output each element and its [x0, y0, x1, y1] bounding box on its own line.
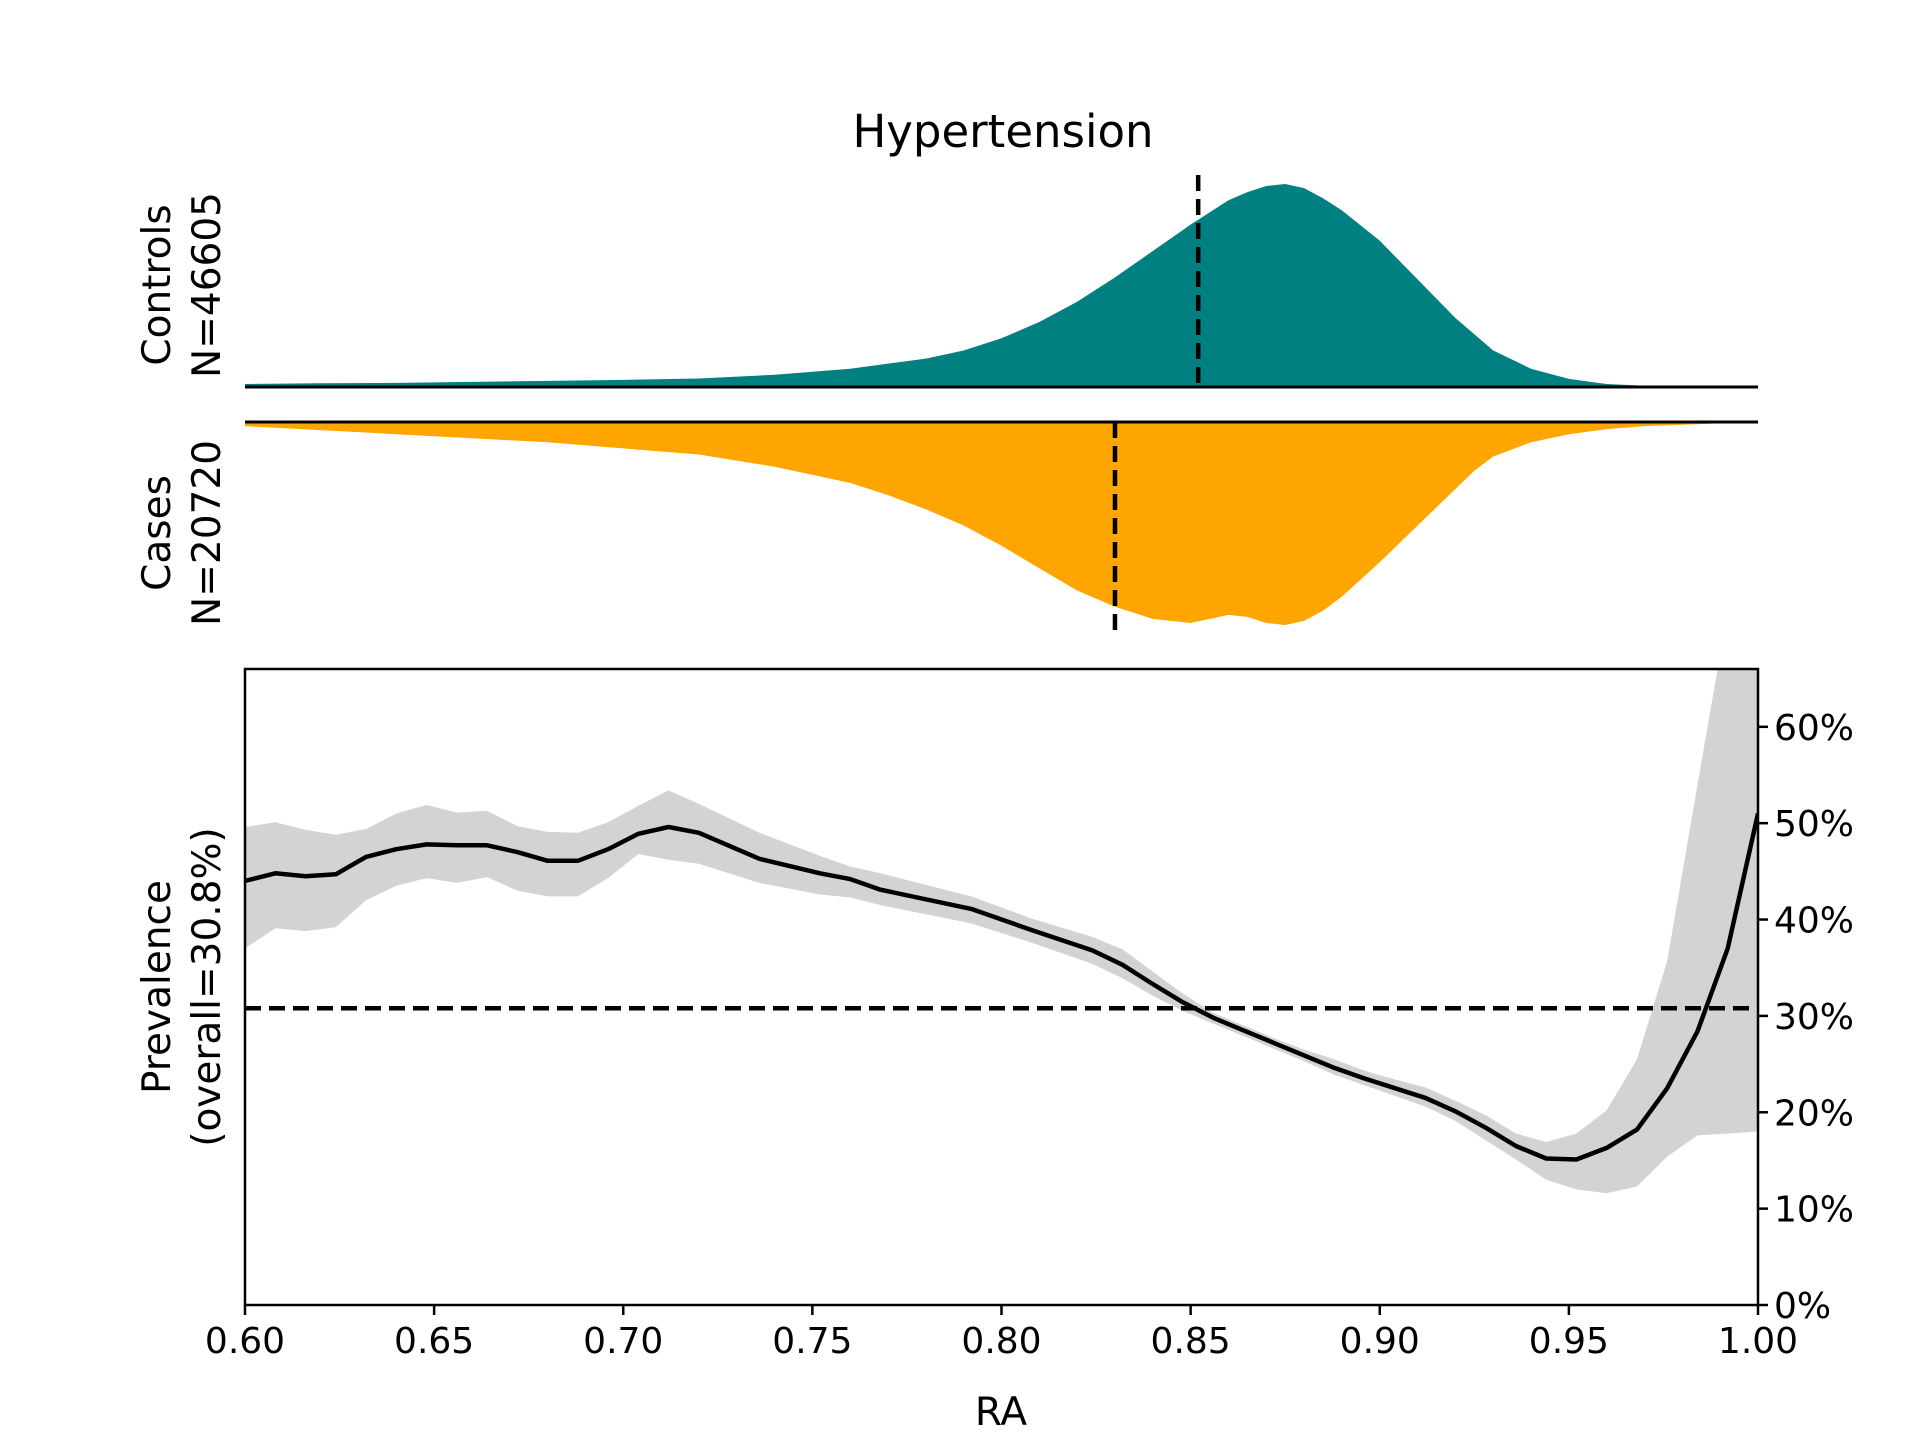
prevalence-confidence-band	[245, 669, 1758, 1194]
y-tick-label: 40%	[1774, 901, 1854, 942]
x-axis-ticks: 0.60 0.65 0.70 0.75 0.80 0.85 0.90 0.95 1.00	[205, 1305, 1798, 1362]
x-tick-label: 0.80	[961, 1321, 1041, 1362]
cases-density-area	[245, 422, 1758, 625]
y-tick-label: 50%	[1774, 804, 1854, 845]
cases-ylabel-line1: Cases	[135, 475, 180, 591]
controls-panel: Controls N=46605	[135, 175, 1758, 389]
y-tick-label: 20%	[1774, 1093, 1854, 1134]
y-tick-label: 0%	[1774, 1286, 1831, 1327]
y-tick-label: 60%	[1774, 708, 1854, 749]
prevalence-ylabel-line2: (overall=30.8%)	[185, 827, 230, 1147]
prevalence-line	[245, 813, 1758, 1162]
prevalence-axes-frame	[243, 667, 1760, 1307]
prevalence-ylabel-line1: Prevalence	[135, 880, 180, 1094]
x-tick-label: 0.95	[1529, 1321, 1609, 1362]
prevalence-panel: 0.60 0.65 0.70 0.75 0.80 0.85 0.90 0.95 1.00 0% 1…	[135, 667, 1854, 1435]
chart-title: Hypertension	[852, 105, 1153, 158]
x-tick-label: 0.65	[394, 1321, 474, 1362]
x-tick-label: 0.75	[772, 1321, 852, 1362]
x-tick-label: 0.70	[583, 1321, 663, 1362]
controls-ylabel-line2: N=46605	[185, 192, 230, 378]
x-tick-label: 0.60	[205, 1321, 285, 1362]
cases-panel: Cases N=20720	[135, 420, 1758, 635]
cases-ylabel-line2: N=20720	[185, 440, 230, 626]
y-axis-ticks: 0% 10% 20% 30% 40% 50% 60%	[1758, 708, 1854, 1327]
x-tick-label: 0.85	[1151, 1321, 1231, 1362]
controls-ylabel-line1: Controls	[135, 204, 180, 365]
x-axis-label: RA	[975, 1390, 1028, 1435]
y-tick-label: 10%	[1774, 1190, 1854, 1231]
x-tick-label: 0.90	[1340, 1321, 1420, 1362]
controls-density-area	[245, 184, 1758, 387]
x-tick-label: 1.00	[1718, 1321, 1798, 1362]
y-tick-label: 30%	[1774, 997, 1854, 1038]
